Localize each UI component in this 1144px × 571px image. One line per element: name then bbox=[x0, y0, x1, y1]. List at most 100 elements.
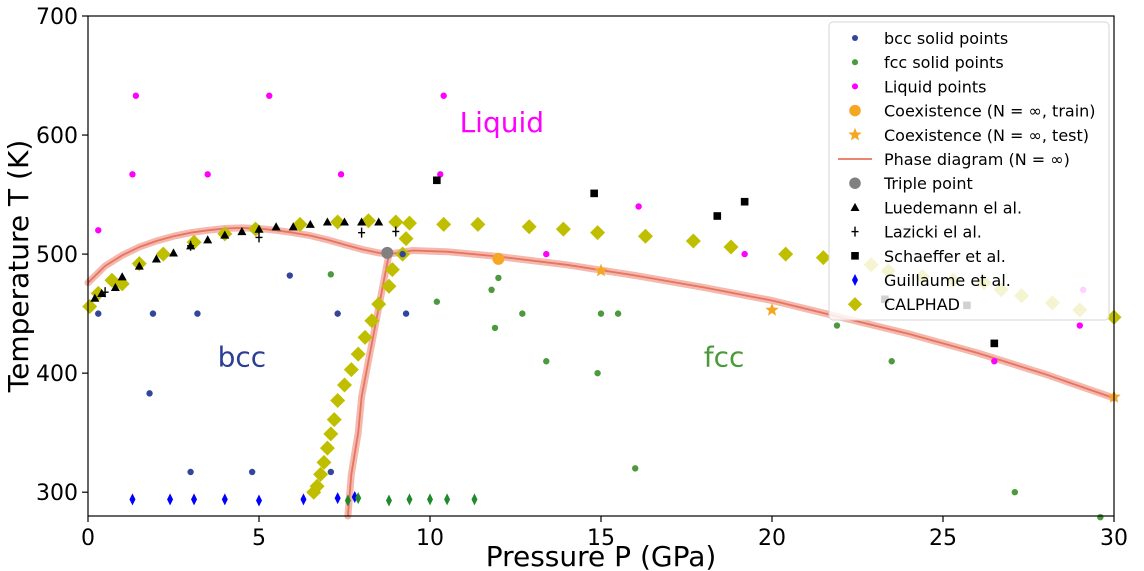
y-tick-label-500: 500 bbox=[36, 243, 78, 268]
green-diamond-point-4 bbox=[427, 493, 433, 506]
liquid-points-point-7 bbox=[440, 92, 447, 99]
legend-label-guillaume-et-al: Guillaume et al. bbox=[884, 271, 1011, 290]
legend-marker-guillaume-et-al bbox=[852, 274, 858, 286]
bcc-solid-points-point-1 bbox=[146, 390, 153, 397]
luedemann-el-al-point-10 bbox=[237, 226, 247, 236]
phase-line-1 bbox=[388, 249, 1115, 399]
legend-marker-liquid-points bbox=[851, 83, 859, 90]
calphad-point-22 bbox=[778, 246, 794, 262]
bcc-solid-points-point-5 bbox=[334, 310, 341, 317]
coexistence-n-test-point-1 bbox=[765, 303, 779, 316]
y-tick-label-400: 400 bbox=[36, 362, 78, 387]
calphad-point-14 bbox=[436, 216, 452, 232]
region-label-fcc: fcc bbox=[704, 340, 745, 373]
luedemann-el-al-point-9 bbox=[220, 230, 230, 239]
legend-marker-calphad bbox=[847, 297, 863, 312]
x-tick-label-10: 10 bbox=[416, 526, 444, 551]
x-tick-label-30: 30 bbox=[1100, 526, 1128, 551]
luedemann-el-al-point-11 bbox=[254, 224, 264, 233]
legend-label-calphad: CALPHAD bbox=[884, 295, 960, 314]
legend-label-schaeffer-et-al: Schaeffer et al. bbox=[884, 247, 1006, 266]
guillaume-et-al-point-4 bbox=[256, 494, 262, 507]
liquid-points-point-11 bbox=[991, 358, 998, 365]
y-axis-label: Temperature T (K) bbox=[2, 140, 35, 393]
luedemann-el-al-point-1 bbox=[97, 288, 107, 297]
fcc-solid-points-point-6 bbox=[543, 358, 550, 365]
axis-ticks: 0 5 10 15 20 25 30 300 400 500 600 700 bbox=[36, 5, 1128, 551]
legend-label-phase-diagram-n: Phase diagram (N = ∞) bbox=[884, 150, 1070, 169]
luedemann-el-al-point-12 bbox=[271, 222, 281, 231]
liquid-points-point-10 bbox=[741, 250, 748, 258]
calphad-point-43 bbox=[337, 377, 352, 393]
region-label-bcc: bcc bbox=[218, 340, 267, 373]
legend-label-triple-point: Triple point bbox=[883, 174, 973, 193]
fcc-solid-points-point-7 bbox=[594, 369, 601, 377]
legend-label-coexistence-n-test: Coexistence (N = ∞, test) bbox=[884, 126, 1089, 145]
calphad-point-34 bbox=[398, 231, 414, 247]
liquid-points-point-5 bbox=[337, 171, 345, 178]
legend-marker-fcc-solid-points bbox=[851, 59, 859, 66]
guillaume-et-al-point-0 bbox=[129, 493, 136, 506]
luedemann-el-al-point-3 bbox=[117, 272, 127, 281]
calphad-point-39 bbox=[364, 313, 380, 329]
calphad-point-40 bbox=[357, 329, 373, 345]
x-tick-label-0: 0 bbox=[81, 526, 95, 551]
green-diamond-point-1 bbox=[355, 492, 362, 505]
lazicki-el-al-point-3 bbox=[358, 227, 366, 238]
schaeffer-et-al-point-6 bbox=[990, 339, 999, 348]
fcc-solid-points-point-2 bbox=[488, 286, 495, 294]
fcc-solid-points-point-1 bbox=[433, 298, 441, 305]
liquid-points-point-8 bbox=[543, 250, 550, 258]
bcc-solid-points-point-7 bbox=[187, 468, 194, 476]
legend-marker-bcc-solid-points bbox=[851, 34, 859, 42]
calphad-point-38 bbox=[371, 296, 387, 312]
liquid-points-point-2 bbox=[129, 171, 136, 178]
guillaume-et-al-point-2 bbox=[191, 493, 198, 506]
lazicki-el-al-point-2 bbox=[255, 232, 263, 243]
green-diamond-point-5 bbox=[444, 493, 451, 506]
luedemann-el-al-point-13 bbox=[288, 222, 298, 231]
calphad-point-42 bbox=[343, 362, 359, 378]
region-labels: Liquid bcc fcc bbox=[218, 106, 745, 374]
calphad-point-51 bbox=[306, 484, 322, 500]
legend-marker-luedemann-el-al bbox=[850, 202, 860, 211]
calphad-point-47 bbox=[319, 440, 335, 456]
luedemann-el-al-point-5 bbox=[151, 254, 161, 263]
luedemann-el-al-point-2 bbox=[110, 282, 120, 292]
legend-box bbox=[828, 21, 1110, 321]
legend-marker-schaeffer-et-al bbox=[851, 252, 859, 260]
calphad-point-13 bbox=[401, 215, 417, 231]
calphad-point-49 bbox=[313, 466, 329, 482]
bcc-solid-points-point-9 bbox=[327, 468, 335, 476]
legend-label-bcc-solid-points: bcc solid points bbox=[884, 29, 1008, 48]
legend-label-fcc-solid-points: fcc solid points bbox=[884, 53, 1004, 72]
calphad-point-41 bbox=[350, 346, 366, 362]
luedemann-el-al-point-6 bbox=[169, 248, 178, 257]
guillaume-et-al-point-6 bbox=[334, 492, 341, 505]
fcc-solid-points-point-12 bbox=[888, 358, 895, 365]
x-tick-label-20: 20 bbox=[758, 526, 786, 551]
liquid-points-point-1 bbox=[132, 92, 140, 99]
green-diamond-point-0 bbox=[344, 494, 351, 507]
calphad-point-36 bbox=[384, 262, 400, 278]
luedemann-el-al-point-15 bbox=[322, 217, 332, 226]
fcc-solid-points-point-13 bbox=[1011, 488, 1019, 496]
y-tick-label-300: 300 bbox=[36, 481, 78, 506]
bcc-solid-points-point-10 bbox=[399, 250, 406, 258]
calphad-point-37 bbox=[381, 278, 397, 294]
guillaume-et-al-point-5 bbox=[300, 493, 307, 506]
schaeffer-et-al-point-1 bbox=[590, 189, 598, 198]
legend-label-lazicki-el-al: Lazicki el al. bbox=[884, 223, 982, 242]
liquid-points-point-4 bbox=[266, 92, 273, 99]
calphad-point-10 bbox=[330, 214, 346, 230]
fcc-solid-points-point-9 bbox=[614, 310, 622, 317]
green-diamond-point-3 bbox=[406, 493, 413, 506]
liquid-points-point-0 bbox=[95, 227, 102, 234]
guillaume-et-al-point-3 bbox=[221, 493, 228, 506]
x-axis-label: Pressure P (GPa) bbox=[486, 540, 717, 571]
luedemann-el-al-point-14 bbox=[305, 219, 315, 228]
fcc-solid-points-point-8 bbox=[597, 310, 605, 317]
luedemann-el-al-point-17 bbox=[357, 217, 367, 226]
liquid-points-point-12 bbox=[1076, 322, 1084, 329]
calphad-point-45 bbox=[326, 412, 342, 428]
